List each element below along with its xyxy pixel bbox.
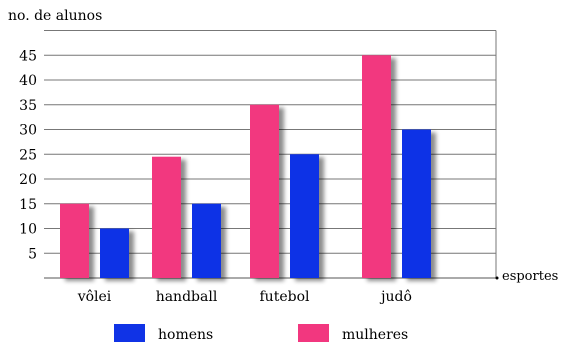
legend-label-mulheres: mulheres (342, 327, 408, 342)
bar-homens-1 (192, 203, 221, 278)
y-axis-label: no. de alunos (8, 8, 102, 24)
y-tick-label: 30 (19, 123, 37, 139)
y-tick-label: 40 (19, 73, 37, 89)
x-axis-label: esportes (502, 269, 558, 284)
bars (60, 55, 431, 278)
bar-mulheres-0 (60, 203, 89, 278)
legend: homens mulheres (114, 324, 408, 342)
bar-mulheres-1 (152, 156, 181, 278)
y-tick-label: 5 (28, 246, 37, 262)
bar-mulheres-3 (362, 55, 391, 278)
x-tick-labels: vôlei handball futebol judô (77, 289, 412, 305)
bar-mulheres-2 (250, 104, 279, 278)
y-tick-label: 25 (19, 147, 37, 163)
y-tick-labels: 5 10 15 20 25 30 35 40 45 (19, 48, 37, 262)
x-tick-label: handball (156, 289, 218, 305)
y-tick-label: 15 (19, 197, 37, 213)
y-tick-label: 20 (19, 172, 37, 188)
bar-homens-0 (100, 228, 129, 278)
y-tick-label: 35 (19, 98, 37, 114)
x-tick-label: futebol (260, 289, 311, 305)
bar-homens-3 (402, 129, 431, 278)
legend-label-homens: homens (158, 327, 213, 342)
legend-swatch-homens (114, 324, 145, 342)
legend-swatch-mulheres (298, 324, 329, 342)
x-axis-end-marker (495, 276, 499, 280)
x-tick-label: judô (379, 289, 412, 305)
x-tick-label: vôlei (77, 289, 112, 305)
bar-homens-2 (290, 154, 319, 278)
y-tick-label: 10 (19, 222, 37, 238)
y-tick-label: 45 (19, 48, 37, 64)
